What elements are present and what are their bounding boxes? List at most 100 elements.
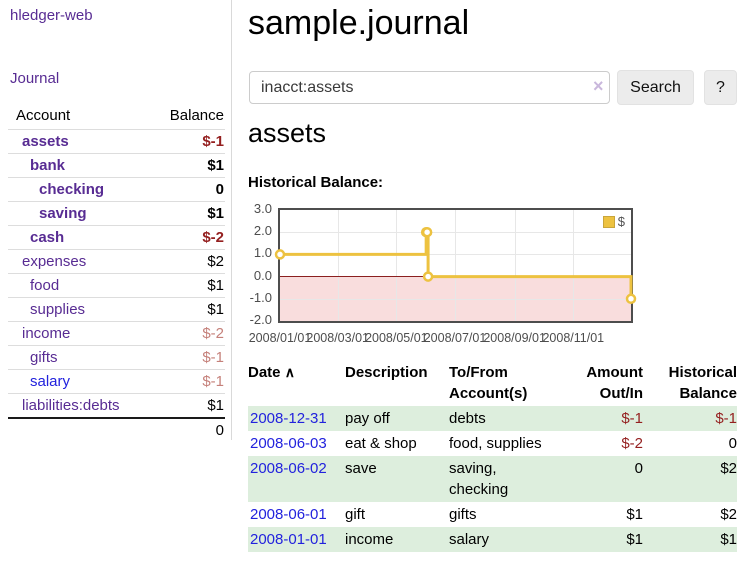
y-tick-label: 3.0 <box>253 201 272 216</box>
account-balance: $-2 <box>146 225 225 250</box>
search-button[interactable]: Search <box>617 70 694 105</box>
sidebar-account-link-checking[interactable]: checking <box>39 181 105 198</box>
account-balance: 0 <box>146 177 225 202</box>
sidebar-account-link-salary[interactable]: salary <box>30 373 71 390</box>
accounts-total-row: 0 <box>8 417 225 442</box>
data-point-marker <box>274 249 286 260</box>
accounts-column-header: Account <box>16 107 71 124</box>
register-header-row: Date ∧ Description To/From Account(s) Am… <box>248 360 737 406</box>
transaction-description: pay off <box>345 406 449 431</box>
page-title: sample.journal <box>248 4 470 42</box>
register-row: 2008-06-02 save saving, checking 0 $2 <box>248 456 737 502</box>
account-balance: $1 <box>146 393 225 418</box>
chart-heading: Historical Balance: <box>248 174 384 191</box>
grid-line <box>280 254 631 256</box>
account-row: cash $-2 <box>8 225 225 250</box>
transaction-accounts: debts <box>449 406 561 431</box>
account-row: checking 0 <box>8 177 225 202</box>
help-button[interactable]: ? <box>704 70 737 105</box>
transaction-description: save <box>345 456 449 502</box>
x-tick-label: 2008/05/01 <box>365 331 428 345</box>
chart-legend: $ <box>600 213 627 230</box>
transaction-amount: 0 <box>561 456 643 502</box>
accounts-table: Account Balance assets $-1 bank $1 checking 0… <box>8 104 225 442</box>
transaction-date-link[interactable]: 2008-06-02 <box>250 460 327 477</box>
account-balance: $-1 <box>146 129 225 154</box>
transaction-accounts: salary <box>449 527 561 552</box>
transaction-description: income <box>345 527 449 552</box>
account-balance: $1 <box>146 273 225 298</box>
x-tick-label: 2008/03/01 <box>306 331 369 345</box>
sidebar-account-link-bank[interactable]: bank <box>30 157 66 174</box>
sidebar-account-link-saving[interactable]: saving <box>39 205 87 222</box>
transaction-amount: $1 <box>561 527 643 552</box>
transaction-balance: $2 <box>643 456 737 502</box>
grid-line <box>514 210 516 321</box>
data-point-marker <box>625 293 637 305</box>
transaction-balance: $2 <box>720 506 737 523</box>
register-header-balance: Historical Balance <box>668 364 737 402</box>
data-point-marker <box>422 271 434 282</box>
sidebar-account-link-income[interactable]: income <box>22 325 71 342</box>
y-tick-label: -1.0 <box>249 289 272 305</box>
account-row: saving $1 <box>8 201 225 226</box>
balance-column-header: Balance <box>169 107 224 124</box>
grid-line <box>455 210 457 321</box>
grid-line <box>337 210 339 321</box>
register-table: Date ∧ Description To/From Account(s) Am… <box>248 360 737 552</box>
x-tick-label: 2008/11/01 <box>542 331 605 345</box>
register-header-date[interactable]: Date ∧ <box>248 364 295 381</box>
account-heading: assets <box>248 118 327 148</box>
transaction-date-link[interactable]: 2008-12-31 <box>250 410 327 427</box>
x-tick-label: 2008/09/01 <box>483 331 546 345</box>
transaction-amount: $1 <box>626 506 643 523</box>
sidebar-account-link-liabilities-debts[interactable]: liabilities:debts <box>22 397 120 414</box>
x-tick-label: 2008/01/01 <box>248 331 312 345</box>
grid-line <box>280 298 631 300</box>
account-row: gifts $-1 <box>8 345 225 370</box>
account-balance: $1 <box>146 201 225 226</box>
legend-label: $ <box>617 214 625 229</box>
grid-line <box>573 210 575 321</box>
search-input[interactable] <box>249 71 610 104</box>
transaction-description: eat & shop <box>345 435 417 452</box>
transaction-amount: $-1 <box>561 406 643 431</box>
sidebar-account-link-assets[interactable]: assets <box>22 133 69 150</box>
account-row: expenses $2 <box>8 249 225 274</box>
account-balance: $2 <box>146 249 225 274</box>
account-balance: $-2 <box>146 321 225 346</box>
register-row: 2008-06-03 eat & shop food, supplies $-2 0 <box>248 431 737 456</box>
transaction-date-link[interactable]: 2008-06-01 <box>250 506 327 523</box>
account-balance: $1 <box>146 153 225 178</box>
grid-line <box>280 232 631 234</box>
transaction-balance: $-1 <box>643 406 737 431</box>
account-row: salary $-1 <box>8 369 225 394</box>
transaction-description: gift <box>345 506 366 523</box>
transaction-accounts: food, supplies <box>449 435 542 452</box>
transaction-accounts: gifts <box>449 506 477 523</box>
transaction-balance: 0 <box>728 435 737 452</box>
sidebar-account-link-expenses[interactable]: expenses <box>22 253 87 270</box>
y-tick-label: -2.0 <box>249 312 272 327</box>
sidebar-item-journal[interactable]: Journal <box>10 70 60 87</box>
sidebar-account-link-cash[interactable]: cash <box>30 229 65 246</box>
account-balance: $-1 <box>146 345 225 370</box>
y-tick-label: 1.0 <box>253 245 272 261</box>
series-swatch-icon <box>602 215 615 228</box>
sort-ascending-icon: ∧ <box>284 364 295 380</box>
chart-plot: $ <box>274 208 637 323</box>
sidebar-account-link-food[interactable]: food <box>30 277 60 294</box>
grid-line <box>396 210 398 321</box>
sidebar-account-link-supplies[interactable]: supplies <box>30 301 86 318</box>
transaction-date-link[interactable]: 2008-01-01 <box>250 531 327 548</box>
sidebar-account-link-gifts[interactable]: gifts <box>30 349 58 366</box>
account-row: income $-2 <box>8 321 225 346</box>
transaction-accounts: saving, checking <box>449 456 561 502</box>
balance-line <box>274 226 637 305</box>
account-row: liabilities:debts $1 <box>8 393 225 418</box>
clear-search-icon[interactable]: × <box>593 76 604 96</box>
register-header-amount: Amount Out/In <box>586 364 643 402</box>
register-header-description: Description <box>345 364 428 381</box>
transaction-date-link[interactable]: 2008-06-03 <box>250 435 327 452</box>
brand-link[interactable]: hledger-web <box>10 7 93 24</box>
